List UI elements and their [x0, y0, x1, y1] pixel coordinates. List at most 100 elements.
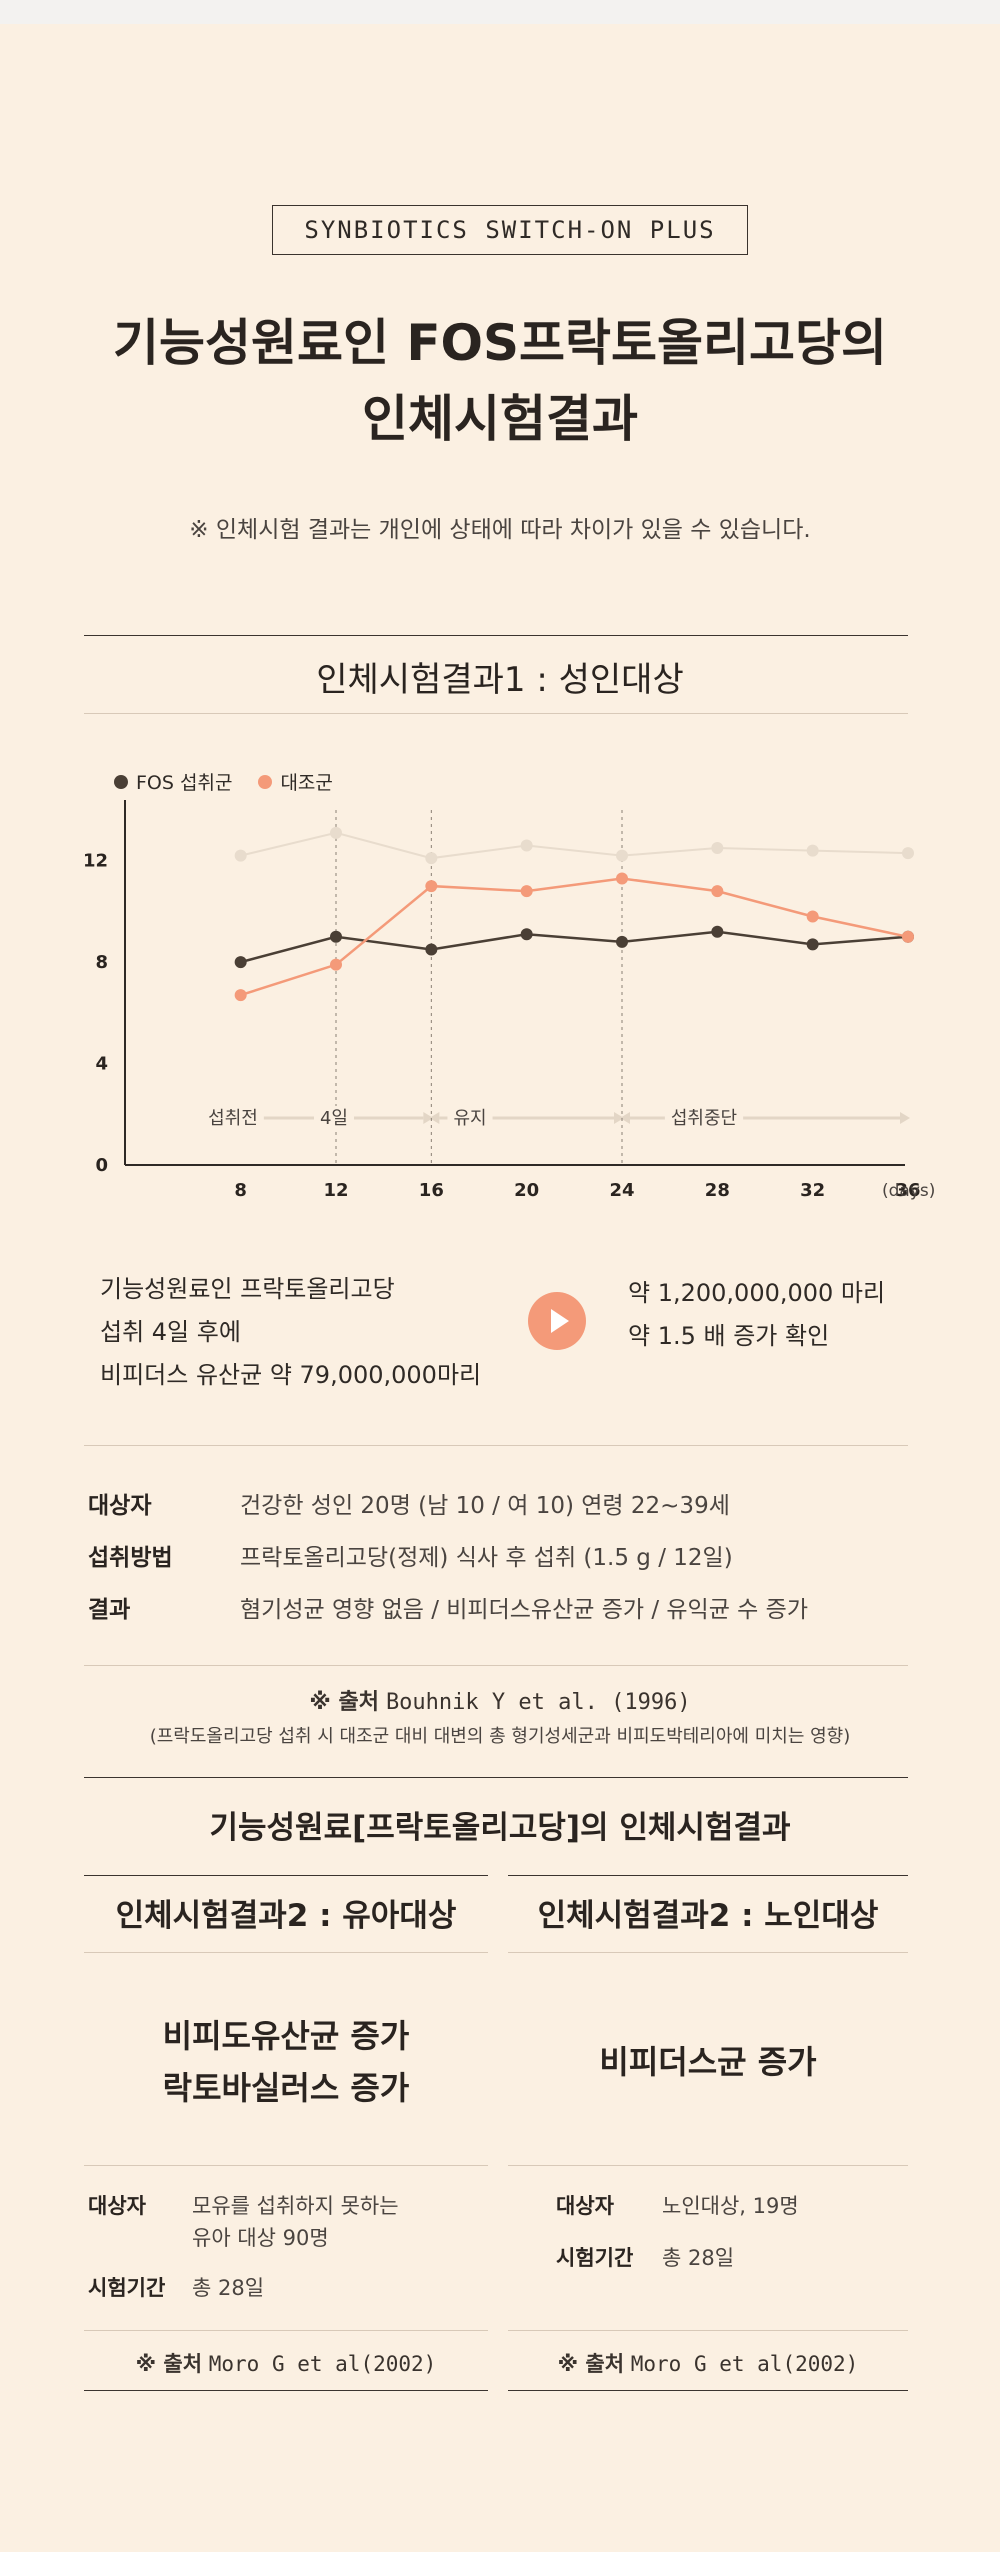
left-period-key: 시험기간 — [88, 2276, 166, 2300]
series-2-point — [330, 826, 342, 839]
series-2-point — [520, 839, 533, 852]
legend-dot-fos — [114, 774, 128, 789]
phase-label-bg — [313, 1106, 355, 1131]
section2-right-mid-divider — [508, 2165, 908, 2166]
section2-left-title-divider — [84, 1952, 488, 1953]
left-subject-key: 대상자 — [88, 2194, 146, 2218]
series-line-0 — [240, 930, 909, 964]
right-period-key: 시험기간 — [556, 2246, 634, 2270]
section2-left-mid-divider — [84, 2165, 488, 2166]
title-line-2: 인체시험결과 — [362, 390, 638, 448]
x-axis-unit: (days) — [882, 1181, 935, 1201]
chart-legend: FOS 섭취군 대조군 — [114, 768, 333, 795]
section2-right-bottom-light-divider — [508, 2330, 908, 2331]
series-0-point — [330, 930, 342, 943]
phase-label-bg — [664, 1106, 744, 1131]
x-tick-label: 28 — [705, 1180, 730, 1201]
info-row-result: 결과 혐기성균 영향 없음 / 비피더스유산균 증가 / 유익균 수 증가 — [88, 1590, 808, 1624]
series-1-point — [234, 989, 247, 1002]
right-period-value: 총 28일 — [662, 2246, 735, 2270]
series-0-point — [234, 956, 247, 969]
section2-left-bottom-divider — [84, 2390, 488, 2391]
y-tick-label: 12 — [83, 851, 108, 872]
info-key-result: 결과 — [88, 1597, 131, 1623]
right-period-info: 시험기간 총 28일 — [556, 2242, 734, 2274]
series-2-point — [902, 847, 914, 860]
disclaimer-notice: ※ 인체시험 결과는 개인에 상태에 따라 차이가 있을 수 있습니다. — [189, 517, 811, 543]
phase-label-4days: 4일 — [320, 1108, 348, 1129]
left-period-info: 시험기간 총 28일 — [88, 2272, 264, 2304]
series-0-point — [520, 928, 533, 941]
x-tick-label: 32 — [800, 1180, 825, 1201]
phase-label-bg — [202, 1106, 264, 1131]
right-source-prefix: ※ 출처 — [557, 2352, 625, 2376]
series-2-point — [616, 849, 628, 862]
series-2-point — [234, 849, 247, 862]
section2-right-result: 비피더스균 증가 — [599, 2043, 817, 2081]
series-line-2 — [240, 831, 909, 860]
y-tick-label: 8 — [95, 952, 108, 973]
right-source: ※ 출처 Moro G et al(2002) — [508, 2348, 908, 2378]
info-divider-top — [84, 1445, 908, 1446]
right-subject-key: 대상자 — [556, 2194, 614, 2218]
series-1-point — [902, 930, 914, 943]
right-subject-info: 대상자 노인대상, 19명 — [556, 2190, 799, 2222]
title-line-1: 기능성원료인 FOS프락토올리고당의 — [112, 314, 888, 372]
left-subject-info: 대상자 모유를 섭취하지 못하는 유아 대상 90명 — [88, 2190, 399, 2254]
series-1-point — [425, 880, 438, 893]
info-row-subject: 대상자 건강한 성인 20명 (남 10 / 여 10) 연령 22~39세 — [88, 1486, 730, 1520]
x-tick-label: 12 — [323, 1180, 348, 1201]
summary-right-line-2: 약 1.5 배 증가 확인 — [628, 1322, 830, 1350]
summary-right-line-1: 약 1,200,000,000 마리 — [628, 1279, 886, 1307]
info-value-method: 프락토올리고당(정제) 식사 후 섭취 (1.5 g / 12일) — [240, 1545, 733, 1571]
left-subject-line-2: 유아 대상 90명 — [192, 2226, 329, 2250]
section2-title: 기능성원료[프락토올리고당]의 인체시험결과 — [209, 1810, 791, 1846]
section2-right-title: 인체시험결과2 : 노인대상 — [537, 1898, 879, 1934]
left-result-line-2: 락토바실러스 증가 — [162, 2069, 410, 2107]
legend-item-control: 대조군 — [258, 768, 333, 795]
series-0-point — [616, 935, 628, 948]
section1-title: 인체시험결과1 : 성인대상 — [316, 660, 684, 700]
left-source: ※ 출처 Moro G et al(2002) — [84, 2348, 488, 2378]
summary-right: 약 1,200,000,000 마리 약 1.5 배 증가 확인 — [628, 1272, 885, 1358]
series-1-point — [711, 885, 724, 898]
info-value-result: 혐기성균 영향 없음 / 비피더스유산균 증가 / 유익균 수 증가 — [240, 1597, 808, 1623]
top-strip — [0, 0, 1000, 24]
y-tick-label: 0 — [95, 1155, 108, 1176]
arrow-play-icon — [528, 1292, 586, 1350]
phase-arrow-3 — [620, 1112, 910, 1124]
section2-right-bottom-divider — [508, 2390, 908, 2391]
legend-label-fos: FOS 섭취군 — [136, 772, 233, 794]
section2-left-top-divider — [84, 1875, 488, 1876]
x-tick-label: 16 — [419, 1180, 444, 1201]
y-tick-label: 4 — [95, 1054, 108, 1075]
series-1-point — [520, 885, 533, 898]
info-key-method: 섭취방법 — [88, 1545, 173, 1571]
summary-left-line-1: 기능성원료인 프락토올리고당 — [100, 1275, 395, 1303]
right-source-text: Moro G et al(2002) — [630, 2352, 859, 2376]
left-source-prefix: ※ 출처 — [135, 2352, 203, 2376]
series-1-point — [806, 910, 819, 923]
source1-citation: Bouhnik Y et al. (1996) — [385, 1690, 691, 1715]
source1-prefix: ※ 출처 — [309, 1690, 379, 1715]
phase-label-stop: 섭취중단 — [671, 1108, 737, 1129]
page-title: 기능성원료인 FOS프락토올리고당의 인체시험결과 — [0, 305, 1000, 457]
section1-title-divider — [84, 713, 908, 714]
left-result-line-1: 비피도유산균 증가 — [162, 2017, 410, 2055]
info-row-method: 섭취방법 프락토올리고당(정제) 식사 후 섭취 (1.5 g / 12일) — [88, 1538, 733, 1572]
legend-item-fos: FOS 섭취군 — [114, 768, 232, 795]
series-line-1 — [240, 877, 909, 997]
series-0-point — [806, 938, 819, 951]
section2-left-bottom-light-divider — [84, 2330, 488, 2331]
series-1-point — [616, 872, 628, 885]
series-0-point — [711, 925, 724, 938]
info-key-subject: 대상자 — [88, 1493, 152, 1519]
source1-note: (프락도올리고당 섭취 시 대조군 대비 대변의 총 형기성세군과 비피도박테리… — [149, 1726, 851, 1747]
left-source-text: Moro G et al(2002) — [208, 2352, 437, 2376]
legend-label-control: 대조군 — [280, 772, 333, 794]
series-2-point — [425, 852, 438, 865]
section2-top-divider — [84, 1777, 908, 1778]
summary-left: 기능성원료인 프락토올리고당 섭취 4일 후에 비피더스 유산균 약 79,00… — [100, 1268, 481, 1397]
series-2-point — [711, 842, 724, 855]
section2-right-top-divider — [508, 1875, 908, 1876]
